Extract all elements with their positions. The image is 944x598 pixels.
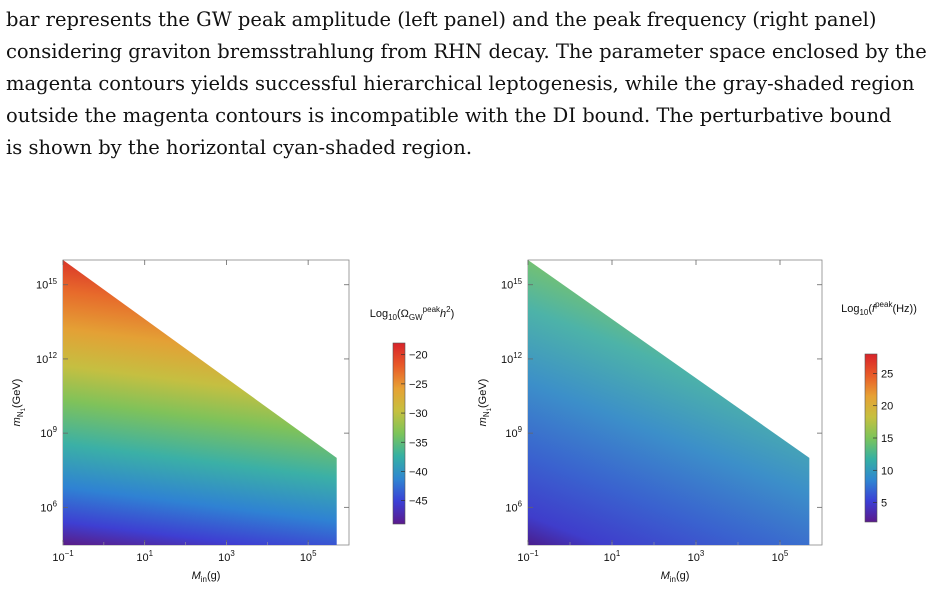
y-tick-label: 1012	[36, 351, 57, 366]
y-tick-label: 109	[505, 425, 522, 440]
right-panel: 10−1 101 103 105 106 109 1012 1015 Min(g) mN1(GeV…	[472, 248, 944, 593]
left-heatmap: 10−1 101 103 105 106 109 1012 1015 Min(g) mN1(GeV…	[11, 259, 455, 584]
caption-line: is shown by the horizontal cyan-shaded r…	[6, 136, 473, 159]
colorbar-tick-label: 10	[881, 465, 893, 477]
x-tick-label: 10−1	[52, 549, 74, 564]
x-tick-label: 10−1	[517, 549, 539, 564]
x-tick-label: 103	[218, 549, 235, 564]
y-tick-label: 1015	[36, 277, 58, 292]
y-tick-label: 106	[40, 499, 57, 514]
colorbar-tick-label: 25	[881, 368, 893, 380]
colorbar-label: Log10(fpeak(Hz))	[841, 300, 917, 317]
colorbar-tick-label: −30	[409, 408, 428, 420]
colorbar-tick-label: −20	[409, 350, 428, 362]
y-axis-label: mN1(GeV)	[477, 379, 493, 427]
left-panel: 10−1 101 103 105 106 109 1012 1015 Min(g) mN1(GeV…	[0, 248, 472, 593]
colorbar-tick-label: −45	[409, 496, 428, 508]
y-tick-label: 109	[40, 425, 57, 440]
heatmap-region	[528, 260, 810, 545]
colorbar-tick-label: −25	[409, 379, 428, 391]
y-tick-label: 106	[505, 499, 522, 514]
colorbar-tick-label: −40	[409, 466, 428, 478]
x-axis-label: Min(g)	[661, 570, 690, 584]
x-tick-label: 101	[136, 549, 153, 564]
x-tick-label: 103	[688, 549, 705, 564]
heatmap-region	[63, 260, 337, 545]
y-axis-label: mN1(GeV)	[11, 379, 27, 427]
colorbar-tick-label: 20	[881, 401, 893, 413]
figure-caption: bar represents the GW peak amplitude (le…	[6, 4, 930, 164]
colorbar-tick-label: 5	[881, 498, 887, 510]
colorbar-label: Log10(ΩGWpeakh2)	[370, 305, 455, 322]
right-heatmap: 10−1 101 103 10510610910121015Min(g)mN1(GeV…	[477, 259, 917, 584]
x-axis-label: Min(g)	[192, 570, 221, 584]
caption-line: outside the magenta contours is incompat…	[6, 104, 892, 127]
x-tick-label: 101	[604, 549, 621, 564]
colorbar-tick-label: 15	[881, 433, 893, 445]
y-tick-label: 1015	[501, 277, 523, 292]
caption-line: considering graviton bremsstrahlung from…	[6, 40, 927, 63]
caption-line: bar represents the GW peak amplitude (le…	[6, 8, 877, 31]
x-tick-label: 105	[772, 549, 789, 564]
y-tick-label: 1012	[501, 351, 522, 366]
caption-line: magenta contours yields successful hiera…	[6, 72, 915, 95]
x-tick-label: 105	[300, 549, 317, 564]
colorbar-tick-label: −35	[409, 437, 428, 449]
colorbar	[392, 342, 406, 525]
